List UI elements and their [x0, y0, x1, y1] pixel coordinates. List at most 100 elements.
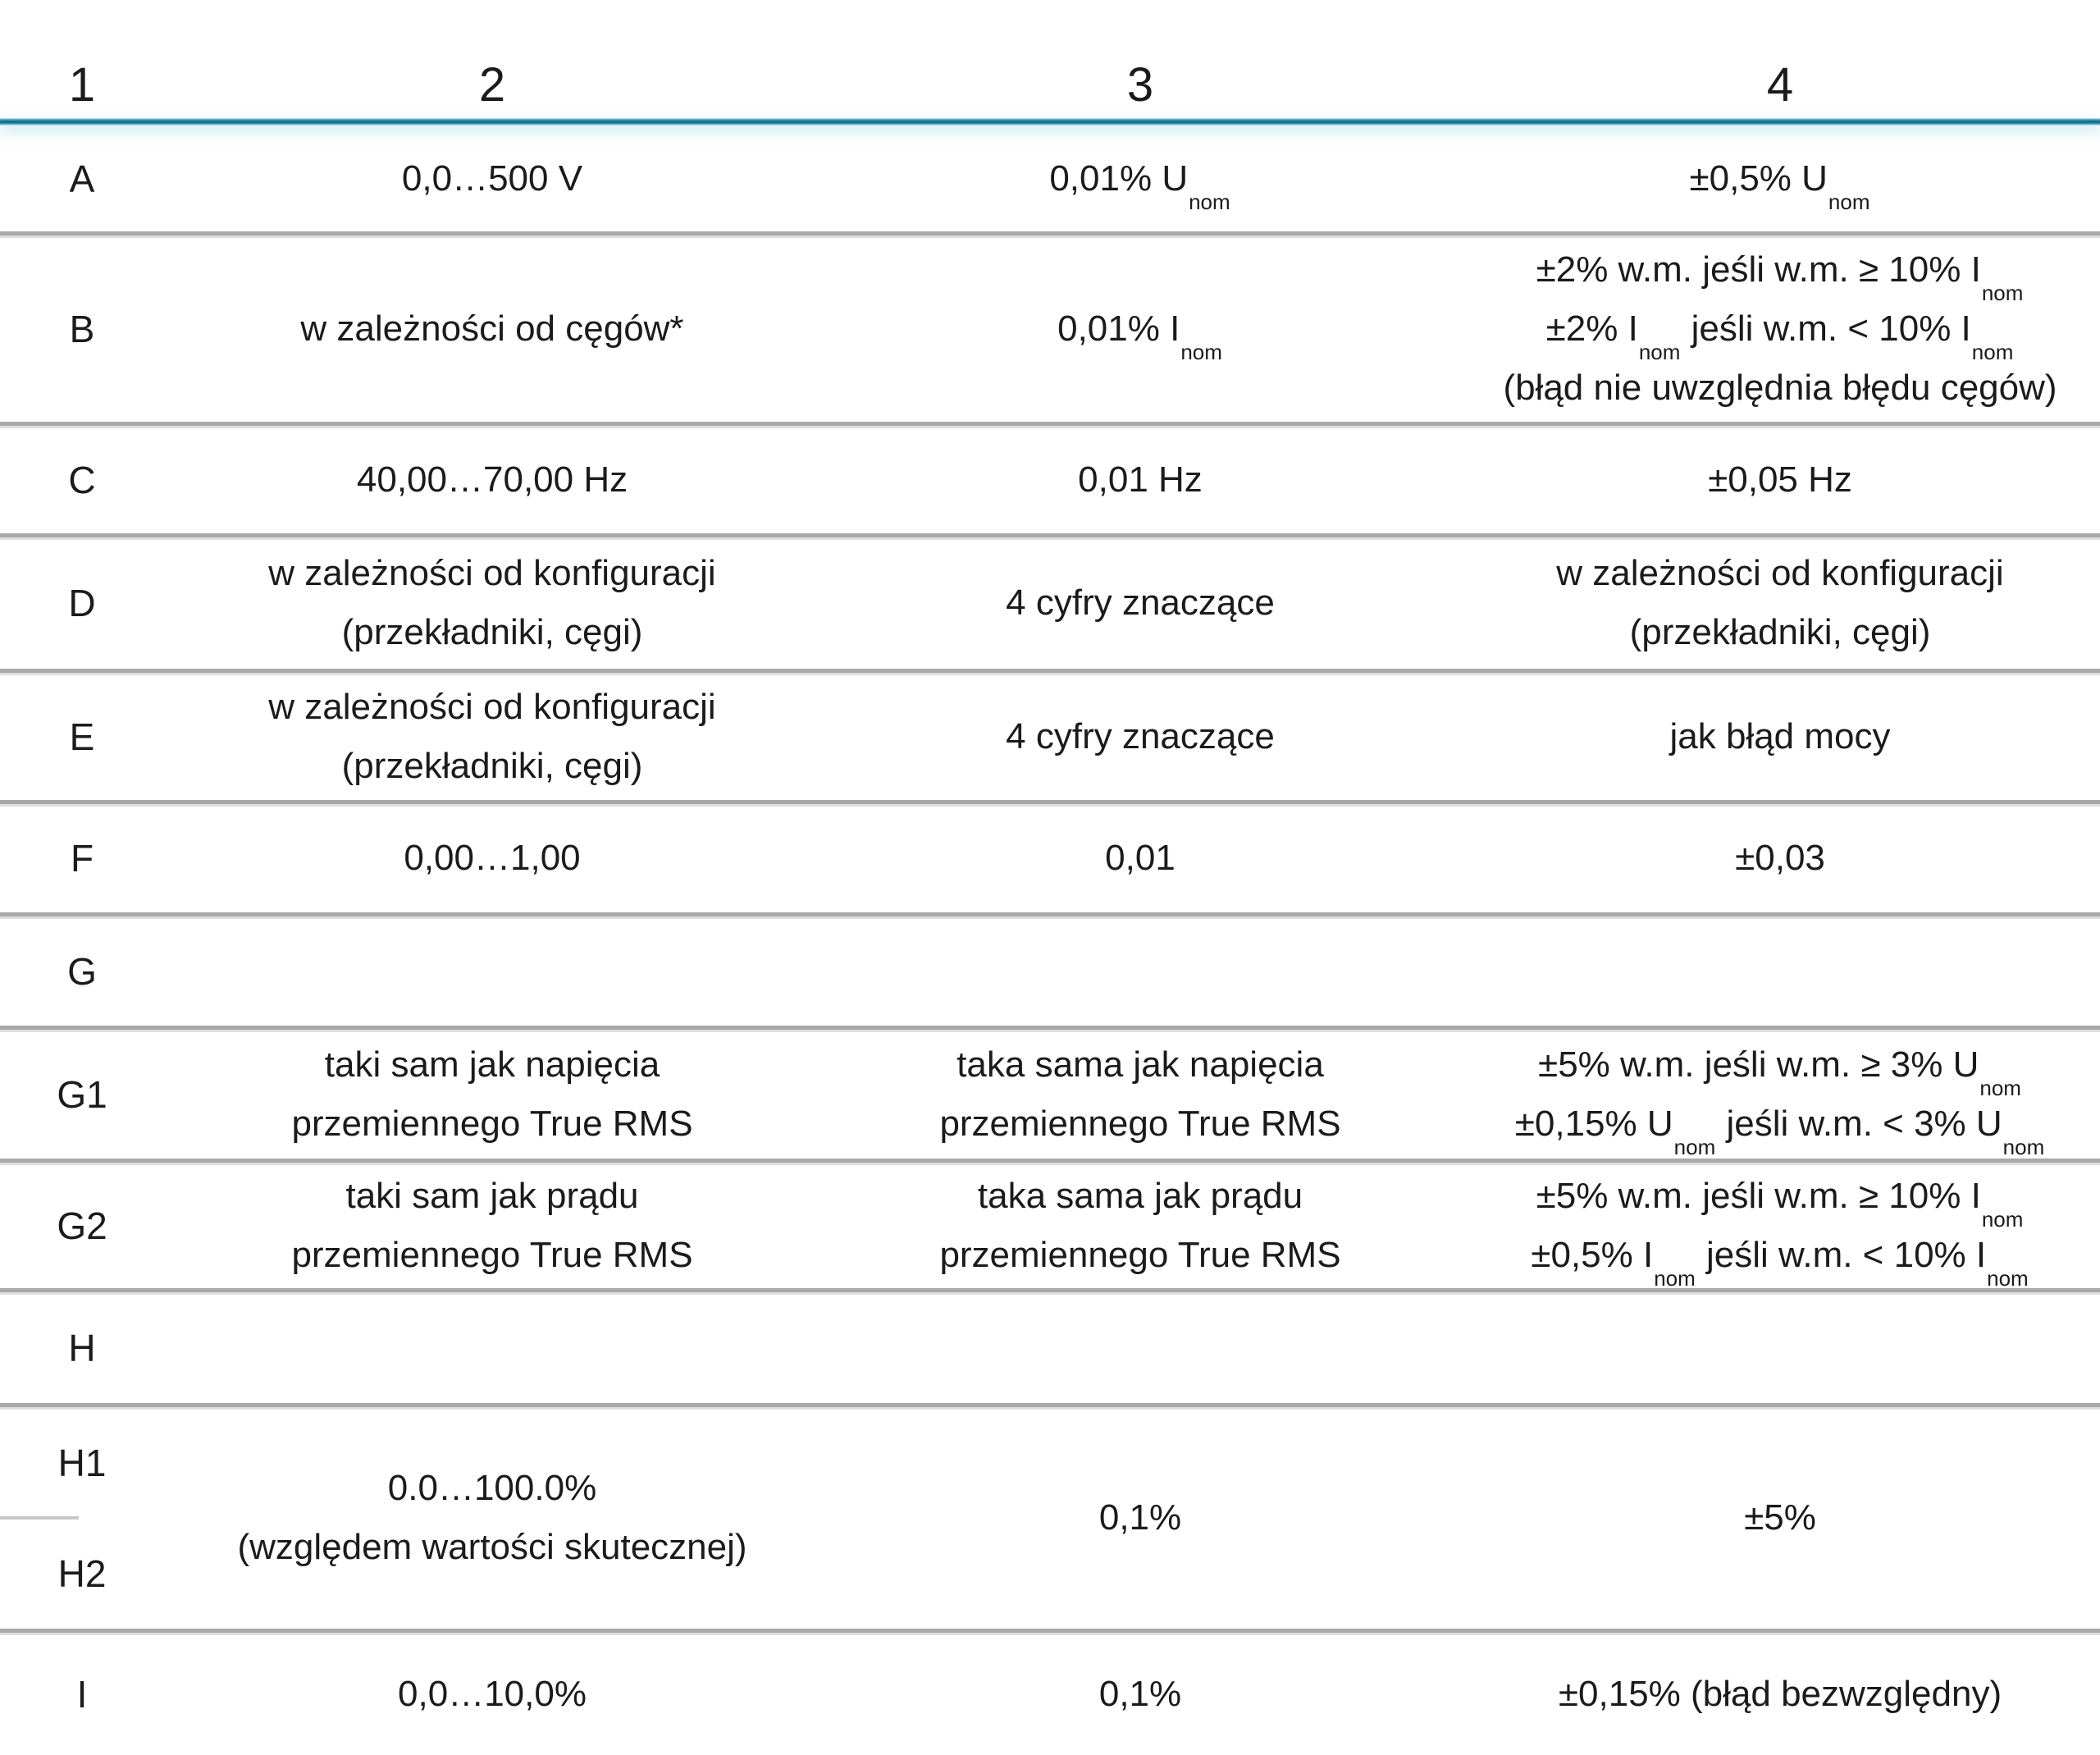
row-label-F: F	[70, 837, 94, 880]
table-cell-G2-col4: ±5% w.m. jeśli w.m. ≥ 10% Inom ±0,5% Inom…	[1460, 1163, 2100, 1290]
row-label-I: I	[76, 1672, 88, 1716]
cell-line: 0,1%	[1098, 1497, 1182, 1538]
table-header-row: 1 2 3 4	[0, 0, 2100, 126]
table-row-F: F 0,00…1,00 0,01 ±0,03	[0, 804, 2100, 916]
subscript: nom	[1971, 340, 2014, 365]
table-cell-H-col2	[164, 1292, 820, 1403]
cell-line: (względem wartości skutecznej)	[237, 1527, 747, 1567]
table-cell-F-col2: 0,00…1,00	[164, 804, 820, 912]
table-row-I: I 0,0…10,0% 0,1% ±0,15% (błąd bezwzględny)	[0, 1633, 2100, 1755]
cell-line: ±0,05 Hz	[1708, 459, 1852, 500]
table-cell-D-col3: 4 cyfry znaczące	[820, 537, 1460, 669]
column-header-4: 4	[1766, 58, 1794, 112]
column-header-3: 3	[1126, 58, 1154, 112]
table-cell-B-col4: ±2% w.m. jeśli w.m. ≥ 10% Inom ±2% Inom j…	[1460, 235, 2100, 422]
row-label-cell-G1: G1	[0, 1030, 164, 1159]
column-header-1: 1	[68, 58, 96, 112]
row-label-H1: H1	[57, 1441, 107, 1484]
table-cell-E-col2: w zależności od konfiguracji (przekładnik…	[164, 673, 820, 800]
table-cell-H-col4	[1460, 1292, 2100, 1403]
row-label-cell-A: A	[0, 126, 164, 231]
table-cell-F-col3: 0,01	[820, 804, 1460, 912]
cell-line: 0,0…10,0%	[398, 1673, 587, 1714]
subscript: nom	[1981, 281, 2024, 306]
table-cell-E-col3: 4 cyfry znaczące	[820, 673, 1460, 800]
row-label-cell-H1-H2: H1 H2	[0, 1407, 164, 1629]
table-cell-I-col3: 0,1%	[820, 1633, 1460, 1755]
cell-line: przemiennego True RMS	[291, 1103, 693, 1144]
row-label-G: G	[67, 949, 97, 993]
header-accent-line	[0, 118, 2100, 126]
table-cell-F-col4: ±0,03	[1460, 804, 2100, 912]
row-label-E: E	[69, 715, 95, 758]
cell-line: 0,1%	[1098, 1673, 1182, 1714]
table-cell-G-col4	[1460, 916, 2100, 1026]
table-row-C: C 40,00…70,00 Hz 0,01 Hz ±0,05 Hz	[0, 426, 2100, 537]
table-row-G2: G2 taki sam jak prądu przemiennego True RM…	[0, 1163, 2100, 1292]
cell-line: ±0,03	[1735, 838, 1825, 878]
h1-h2-divider	[0, 1516, 79, 1520]
table-cell-I-col2: 0,0…10,0%	[164, 1633, 820, 1755]
cell-line: 4 cyfry znaczące	[1006, 583, 1275, 623]
cell-line: (przekładniki, cęgi)	[341, 745, 643, 786]
subscript: nom	[1638, 340, 1681, 365]
row-label-G2: G2	[57, 1204, 107, 1247]
cell-line: ±2% w.m. jeśli w.m. ≥ 10% Inom	[1536, 249, 2024, 306]
table-row-G: G	[0, 916, 2100, 1030]
table-cell-G1-col2: taki sam jak napięcia przemiennego True R…	[164, 1030, 820, 1159]
row-label-H: H	[68, 1326, 96, 1369]
cell-line: (przekładniki, cęgi)	[1629, 612, 1931, 652]
cell-line: taka sama jak prądu	[977, 1175, 1303, 1216]
cell-line: w zależności od konfiguracji	[1556, 553, 2004, 593]
row-label-cell-G: G	[0, 916, 164, 1026]
cell-line: taka sama jak napięcia	[956, 1044, 1324, 1085]
row-label-A: A	[69, 157, 95, 200]
cell-line: 0,0…500 V	[401, 158, 583, 199]
subscript: nom	[1189, 190, 1230, 215]
table-row-H1-H2: H1 H2 0.0…100.0% (względem wartości skutecz…	[0, 1407, 2100, 1633]
cell-line: 4 cyfry znaczące	[1006, 715, 1275, 756]
cell-line: 0,01	[1105, 838, 1176, 878]
table-cell-D-col2: w zależności od konfiguracji (przekładnik…	[164, 537, 820, 669]
row-label-B: B	[69, 307, 95, 350]
row-label-C: C	[68, 458, 96, 501]
table-cell-G-col2	[164, 916, 820, 1026]
cell-line: ±5% w.m. jeśli w.m. ≥ 10% Inom	[1536, 1175, 2024, 1232]
cell-line: (błąd nie uwzględnia błędu cęgów)	[1503, 367, 2057, 408]
table-cell-G1-col3: taka sama jak napięcia przemiennego True …	[820, 1030, 1460, 1159]
row-label-cell-B: B	[0, 235, 164, 422]
table-cell-B-col3: 0,01% Inom	[820, 235, 1460, 422]
row-label-D: D	[68, 582, 96, 624]
cell-line: 0.0…100.0%	[387, 1468, 597, 1508]
cell-line: 40,00…70,00 Hz	[356, 459, 628, 500]
row-label-cell-G2: G2	[0, 1163, 164, 1288]
table-cell-G-col3	[820, 916, 1460, 1026]
cell-line: ±5%	[1744, 1497, 1816, 1538]
table-row-H: H	[0, 1292, 2100, 1407]
cell-line: 0,00…1,00	[404, 838, 581, 878]
row-label-cell-I: I	[0, 1633, 164, 1755]
table-row-G1: G1 taki sam jak napięcia przemiennego True…	[0, 1030, 2100, 1163]
cell-line: w zależności od konfiguracji	[268, 553, 716, 593]
row-label-cell-C: C	[0, 426, 164, 533]
cell-line: ±0,15% (błąd bezwzględny)	[1558, 1673, 2002, 1714]
table-cell-C-col2: 40,00…70,00 Hz	[164, 426, 820, 533]
subscript: nom	[1979, 1076, 2021, 1101]
column-header-2: 2	[478, 58, 506, 112]
row-label-H2: H2	[57, 1552, 107, 1595]
row-label-G1: G1	[57, 1072, 107, 1116]
table-cell-H1-H2-col3: 0,1%	[820, 1407, 1460, 1629]
cell-line: (przekładniki, cęgi)	[341, 612, 643, 652]
cell-line: ±0,5% Unom	[1689, 158, 1870, 215]
cell-line: ±0,15% Unom jeśli w.m. < 3% Unom	[1514, 1103, 2045, 1160]
table-row-A: A 0,0…500 V 0,01% Unom ±0,5% Unom	[0, 126, 2100, 235]
cell-line: przemiennego True RMS	[291, 1234, 693, 1275]
row-label-cell-F: F	[0, 804, 164, 912]
table-cell-H1-H2-col2: 0.0…100.0% (względem wartości skutecznej)	[164, 1407, 820, 1629]
row-label-cell-H: H	[0, 1292, 164, 1403]
